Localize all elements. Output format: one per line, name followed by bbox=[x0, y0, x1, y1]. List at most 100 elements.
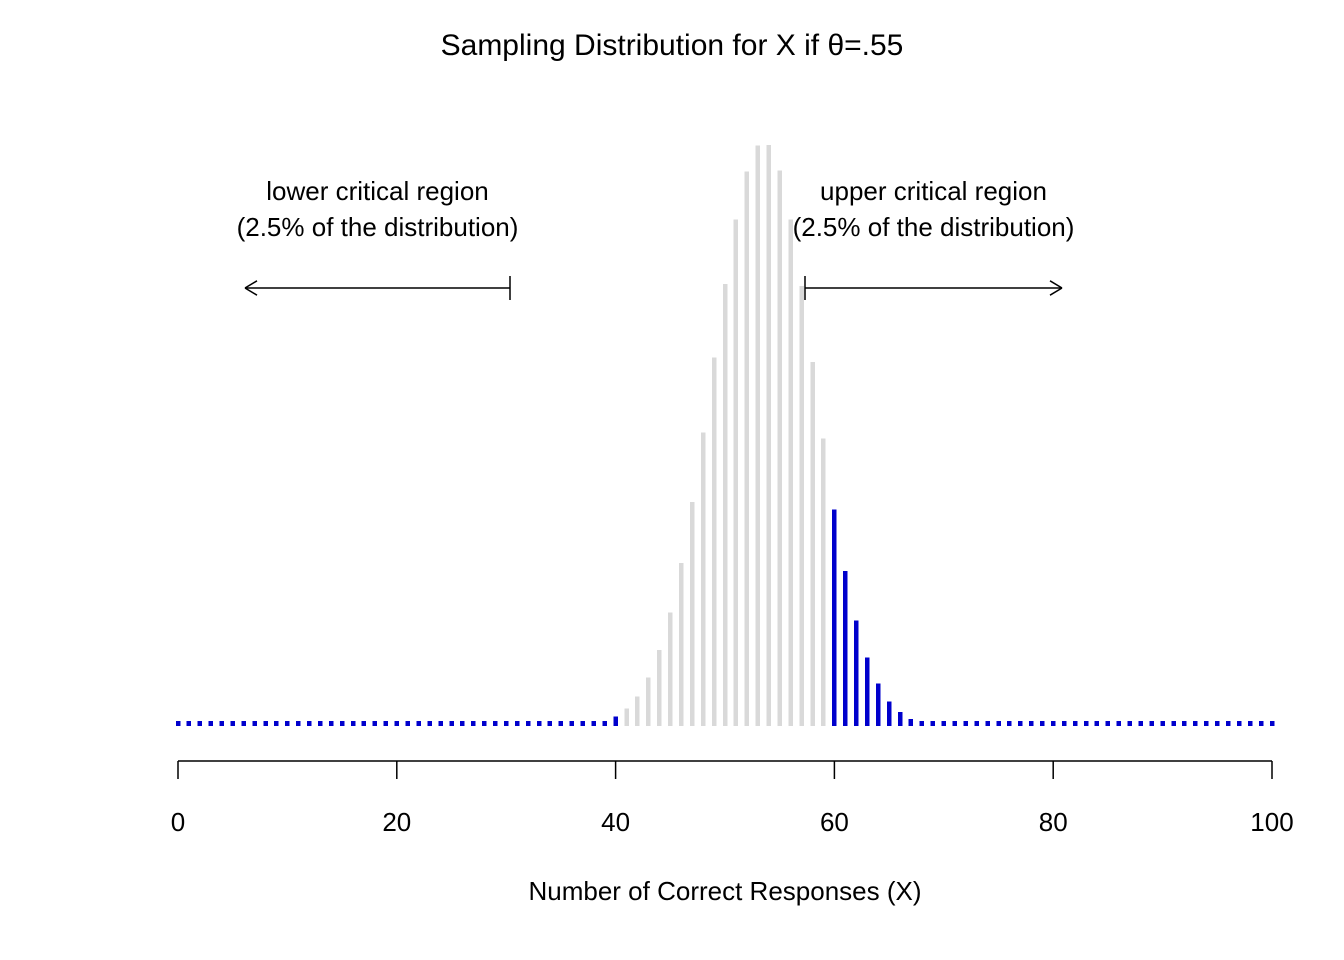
bar bbox=[1193, 721, 1198, 726]
bar bbox=[974, 721, 979, 726]
bar bbox=[285, 721, 290, 726]
bar bbox=[1051, 721, 1056, 726]
bar bbox=[176, 721, 181, 726]
bar bbox=[767, 145, 772, 726]
bar bbox=[690, 502, 695, 726]
bar bbox=[1171, 721, 1176, 726]
bar bbox=[602, 721, 607, 726]
bar bbox=[209, 721, 214, 726]
chart-container: 020406080100Number of Correct Responses … bbox=[0, 0, 1344, 960]
bar bbox=[1029, 721, 1034, 726]
bar bbox=[613, 716, 618, 726]
bar bbox=[198, 721, 203, 726]
bar bbox=[526, 721, 531, 726]
bar bbox=[1018, 721, 1023, 726]
bar bbox=[701, 433, 706, 726]
bar bbox=[591, 721, 596, 726]
bar bbox=[241, 721, 246, 726]
bar bbox=[581, 721, 586, 726]
bar bbox=[876, 684, 881, 726]
bar bbox=[799, 286, 804, 726]
bar bbox=[1160, 721, 1165, 726]
bar bbox=[1007, 721, 1012, 726]
sampling-distribution-chart: 020406080100Number of Correct Responses … bbox=[0, 0, 1344, 960]
bar bbox=[482, 721, 487, 726]
bar bbox=[570, 721, 575, 726]
x-axis: 020406080100 bbox=[171, 761, 1294, 837]
arrow-left bbox=[245, 276, 510, 300]
bar bbox=[1138, 721, 1143, 726]
bar bbox=[624, 708, 629, 726]
bar bbox=[1106, 721, 1111, 726]
bar bbox=[1226, 721, 1231, 726]
bar bbox=[909, 719, 914, 726]
x-axis-label: Number of Correct Responses (X) bbox=[528, 876, 921, 906]
bar bbox=[745, 172, 750, 726]
bar bbox=[263, 721, 268, 726]
bar bbox=[504, 721, 509, 726]
bar bbox=[821, 438, 826, 726]
bar bbox=[559, 721, 564, 726]
bar bbox=[1215, 721, 1220, 726]
lower-annot-line1: lower critical region bbox=[266, 176, 489, 206]
bar bbox=[996, 721, 1001, 726]
x-tick-label: 100 bbox=[1250, 807, 1293, 837]
bar bbox=[307, 721, 312, 726]
bar bbox=[985, 721, 990, 726]
bar bbox=[854, 620, 859, 726]
bar bbox=[548, 721, 553, 726]
bar bbox=[1128, 721, 1133, 726]
bar bbox=[384, 721, 389, 726]
bar bbox=[734, 220, 739, 726]
bar bbox=[865, 658, 870, 726]
bar bbox=[493, 721, 498, 726]
bar bbox=[220, 721, 225, 726]
bar bbox=[460, 721, 465, 726]
bar bbox=[931, 721, 936, 726]
bar bbox=[329, 721, 334, 726]
bar bbox=[230, 721, 235, 726]
bar bbox=[1237, 721, 1242, 726]
bar bbox=[274, 721, 279, 726]
bar bbox=[405, 721, 410, 726]
bar bbox=[646, 678, 651, 727]
bar bbox=[1062, 721, 1067, 726]
bar bbox=[723, 284, 728, 726]
bar bbox=[832, 510, 837, 726]
x-tick-label: 80 bbox=[1039, 807, 1068, 837]
bar bbox=[788, 220, 793, 726]
bar bbox=[1095, 721, 1100, 726]
bar bbox=[362, 721, 367, 726]
bar bbox=[1073, 721, 1078, 726]
bar bbox=[1040, 721, 1045, 726]
bar bbox=[373, 721, 378, 726]
bar bbox=[395, 721, 400, 726]
bar bbox=[668, 612, 673, 726]
chart-title: Sampling Distribution for X if θ=.55 bbox=[441, 29, 904, 62]
bar bbox=[1259, 721, 1264, 726]
bar bbox=[657, 650, 662, 726]
bar bbox=[187, 721, 192, 726]
bar bbox=[898, 712, 903, 726]
bar bbox=[318, 721, 323, 726]
bar bbox=[679, 563, 684, 726]
bar bbox=[1270, 721, 1275, 726]
x-tick-label: 40 bbox=[601, 807, 630, 837]
x-tick-label: 0 bbox=[171, 807, 185, 837]
bar bbox=[1248, 721, 1253, 726]
bar bbox=[635, 697, 640, 726]
bar bbox=[963, 721, 968, 726]
bar bbox=[920, 721, 925, 726]
bar bbox=[1117, 721, 1122, 726]
bar bbox=[887, 701, 892, 726]
bar bbox=[471, 721, 476, 726]
bar bbox=[537, 721, 542, 726]
bar bbox=[351, 721, 356, 726]
bar bbox=[810, 362, 815, 726]
upper-annot-line1: upper critical region bbox=[820, 176, 1047, 206]
bar bbox=[942, 721, 947, 726]
bar bbox=[1204, 721, 1209, 726]
bar bbox=[515, 721, 520, 726]
arrow-right bbox=[805, 276, 1062, 300]
bar bbox=[1084, 721, 1089, 726]
